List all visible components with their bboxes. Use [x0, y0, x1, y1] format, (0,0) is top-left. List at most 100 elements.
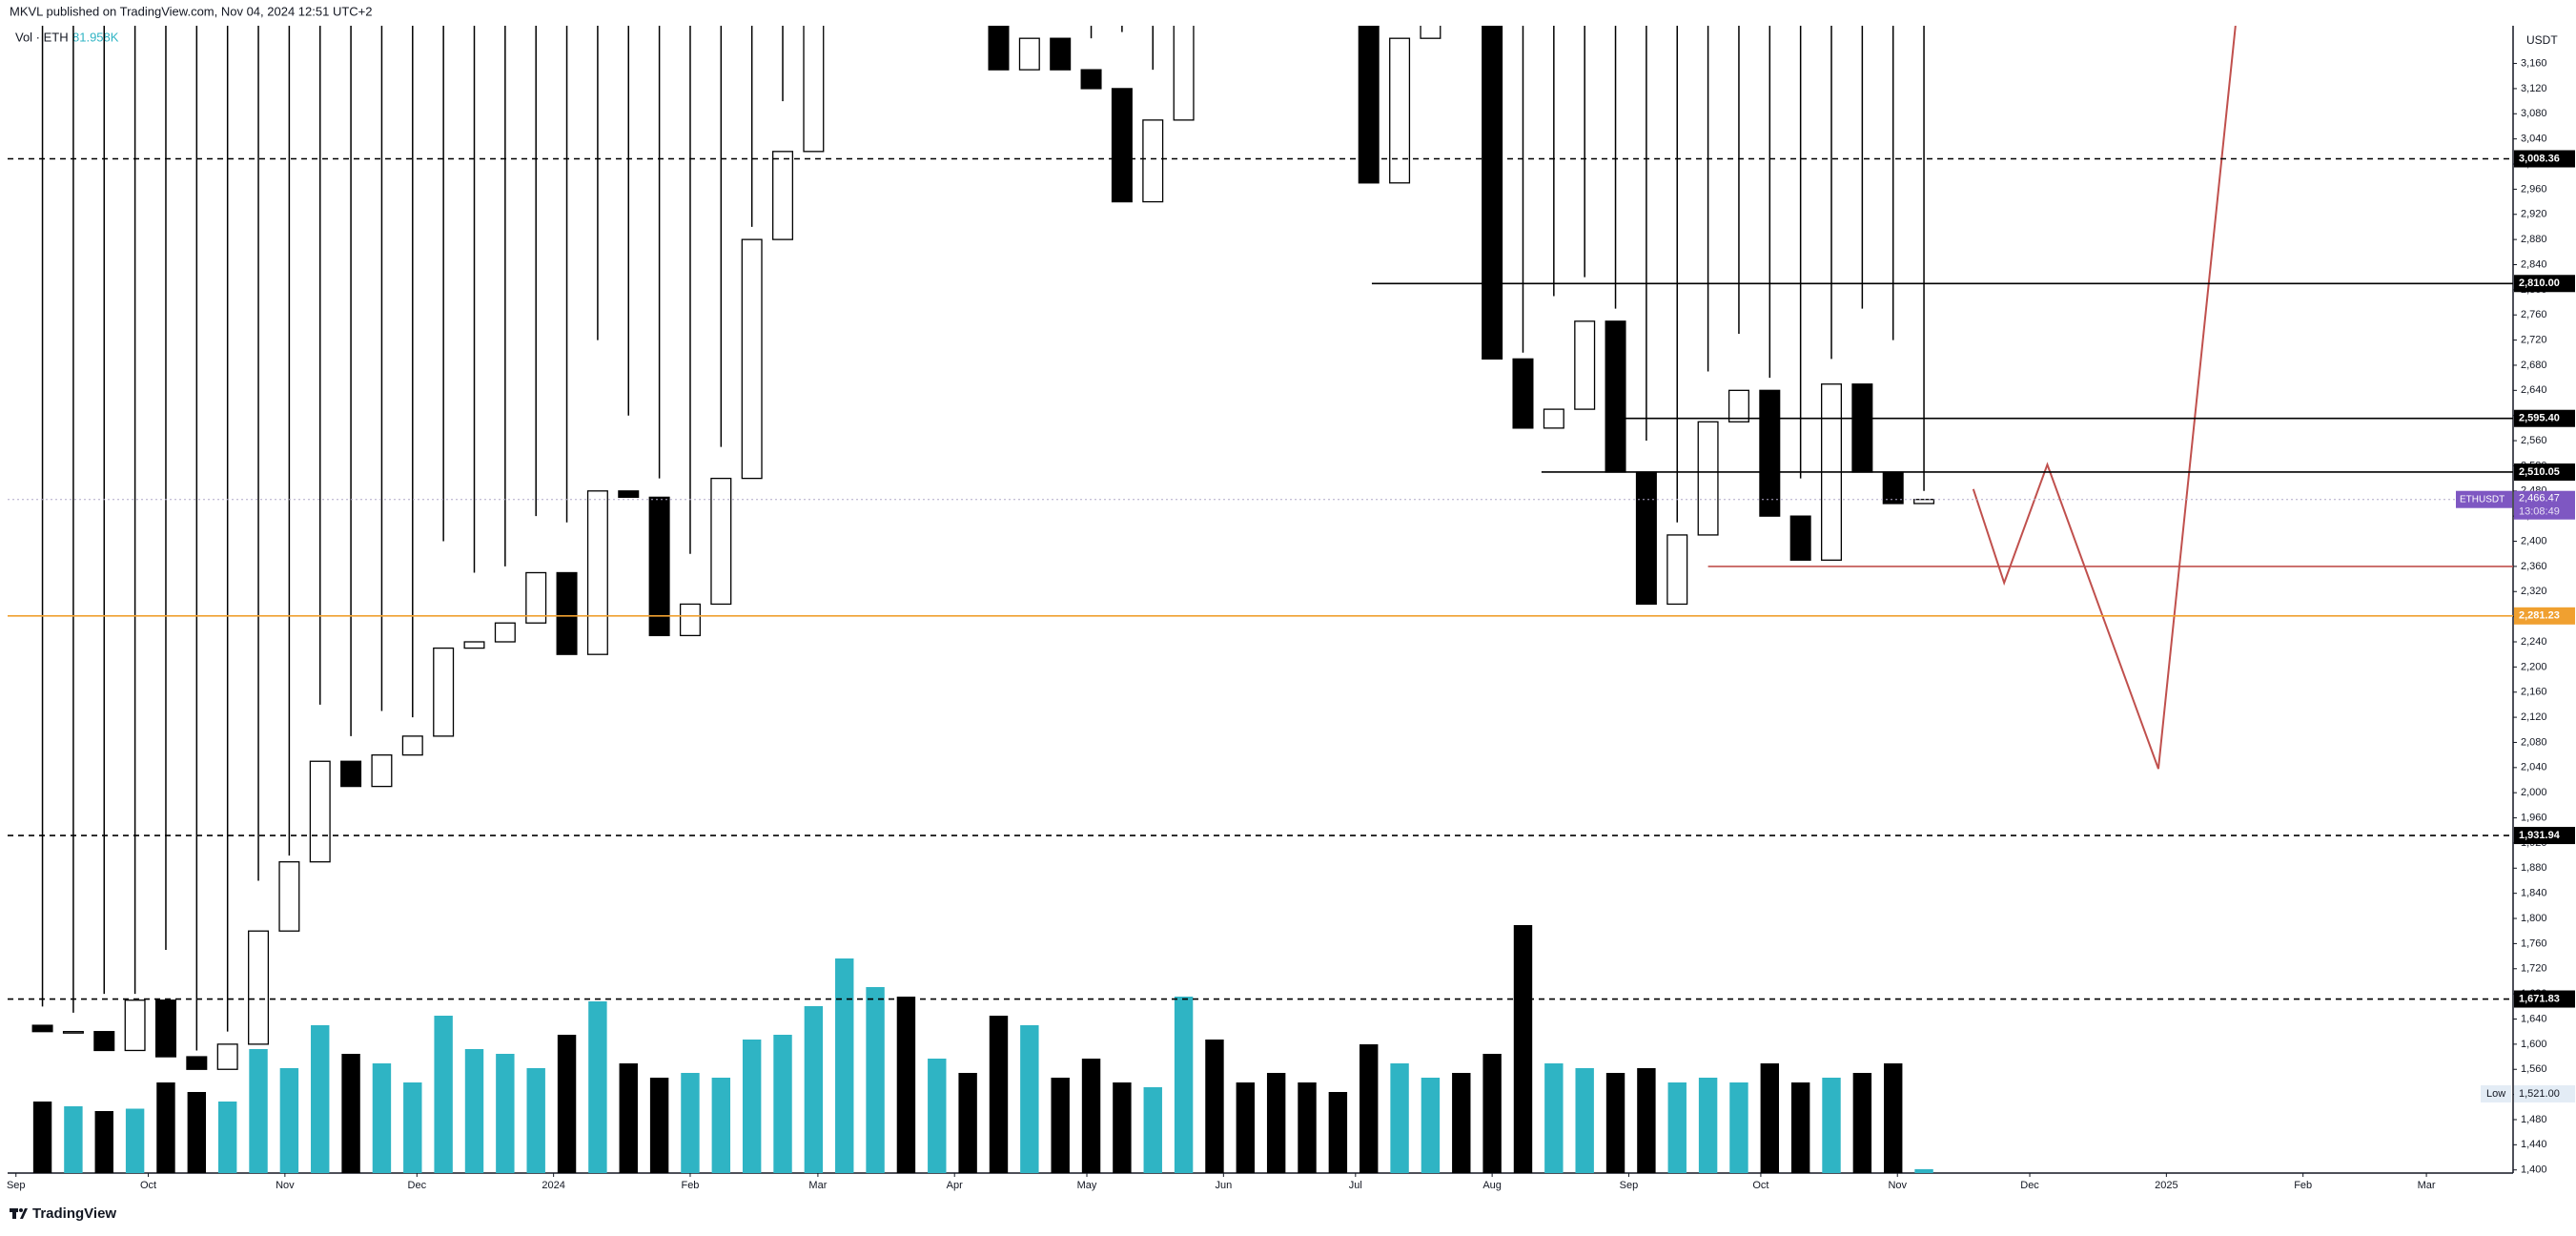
header: MKVL published on TradingView.com, Nov 0…: [10, 4, 372, 18]
candle-body: [433, 647, 455, 737]
candle-body: [679, 603, 701, 637]
volume-bar: [403, 1082, 422, 1173]
volume-bar: [496, 1054, 515, 1173]
volume-bar: [1452, 1073, 1471, 1173]
volume-value: 81.958K: [72, 30, 119, 44]
x-tick-label: 2024: [542, 1180, 564, 1191]
volume-bar: [1390, 1063, 1409, 1173]
currency: USDT: [2526, 33, 2558, 47]
volume-bar: [1236, 1082, 1256, 1173]
volume-bar: [711, 1078, 731, 1173]
candle-body: [586, 490, 608, 655]
volume-bar: [1482, 1054, 1502, 1173]
y-tick-label: 2,760: [2521, 309, 2547, 320]
volume-bar: [958, 1073, 977, 1173]
volume-bar: [64, 1106, 83, 1173]
volume-bar: [557, 1035, 577, 1173]
y-tick-label: 1,480: [2521, 1114, 2547, 1125]
volume-bar: [372, 1063, 392, 1173]
candle-body: [1789, 515, 1811, 561]
volume-bar: [773, 1035, 792, 1173]
symbol-label-bg: [2456, 490, 2512, 508]
y-tick-label: 1,440: [2521, 1139, 2547, 1150]
y-tick-label: 2,560: [2521, 435, 2547, 446]
y-tick-label: 1,960: [2521, 812, 2547, 823]
x-tick-label: May: [1077, 1180, 1097, 1191]
candle-body: [1635, 471, 1657, 606]
low-label: 1,521.00: [2519, 1088, 2560, 1100]
level-label-bg: [2514, 275, 2575, 293]
y-tick-label: 2,680: [2521, 360, 2547, 371]
candle-body: [1543, 408, 1564, 429]
volume-bar: [1266, 1073, 1286, 1173]
low-tag: Low: [2486, 1088, 2505, 1100]
x-tick-label: Jul: [1349, 1180, 1362, 1191]
volume-bar: [1051, 1078, 1070, 1173]
candle-body: [154, 999, 176, 1058]
x-tick-label: Oct: [1752, 1180, 1768, 1191]
candle-body: [1913, 499, 1935, 505]
volume-bar: [681, 1073, 700, 1173]
candle-body: [618, 490, 640, 499]
x-tick-label: Nov: [276, 1180, 295, 1191]
level-label-bg: [2514, 607, 2575, 625]
volume-bar: [1113, 1082, 1132, 1173]
candle-body: [401, 735, 423, 756]
x-tick-label: Aug: [1482, 1180, 1502, 1191]
candle-body: [1018, 37, 1040, 71]
volume-bar: [125, 1108, 145, 1173]
x-tick-label: Apr: [947, 1180, 963, 1191]
last-price-label: 2,466.47: [2519, 493, 2560, 505]
x-tick-label: Feb: [681, 1180, 699, 1191]
candle-body: [1389, 37, 1411, 184]
volume-bar: [896, 997, 916, 1173]
symbol-label: ETHUSDT: [2460, 494, 2504, 505]
y-tick-label: 2,040: [2521, 762, 2547, 773]
volume-bar: [1575, 1068, 1594, 1173]
candle-body: [1512, 358, 1534, 429]
y-tick-label: 2,840: [2521, 258, 2547, 270]
volume-bar: [341, 1054, 360, 1173]
volume-bar: [1605, 1073, 1625, 1173]
y-tick-label: 2,400: [2521, 535, 2547, 546]
volume-bar: [279, 1068, 299, 1173]
candle-body: [1697, 421, 1719, 536]
level-label-bg: [2514, 150, 2575, 168]
x-tick-label: Sep: [1620, 1180, 1639, 1191]
y-tick-label: 2,320: [2521, 586, 2547, 597]
y-tick-label: 2,920: [2521, 209, 2547, 220]
candle-body: [309, 760, 331, 863]
level-label: 2,810.00: [2519, 278, 2560, 289]
volume-bar: [1729, 1082, 1748, 1173]
candle-body: [1728, 389, 1749, 422]
y-tick-label: 3,160: [2521, 57, 2547, 69]
low-tag-bg: [2481, 1084, 2511, 1102]
candle-body: [1050, 37, 1072, 71]
volume-bar: [187, 1092, 207, 1173]
volume-bar: [742, 1040, 762, 1173]
low-label-bg: [2514, 1084, 2575, 1102]
logo: [10, 1208, 28, 1219]
candle-body: [494, 622, 516, 643]
y-tick-label: 1,400: [2521, 1164, 2547, 1176]
candle-body: [988, 26, 1010, 71]
candle-body: [124, 999, 146, 1052]
candle-body: [1080, 69, 1102, 90]
candle-body: [648, 496, 670, 637]
x-tick-label: Mar: [2418, 1180, 2436, 1191]
volume-bar: [1544, 1063, 1564, 1173]
volume-bar: [1360, 1044, 1379, 1173]
x-tick-label: Dec: [2020, 1180, 2039, 1191]
projection-line: [1972, 26, 2237, 770]
countdown-label: 13:08:49: [2519, 506, 2560, 518]
candle-body: [772, 151, 794, 240]
candle-body: [1173, 26, 1195, 121]
volume-bar: [1143, 1087, 1162, 1173]
volume-bar: [835, 958, 854, 1173]
level-label-bg: [2514, 827, 2575, 845]
candle-body: [31, 1024, 53, 1033]
candle-body: [1111, 88, 1133, 203]
volume-bar: [1298, 1082, 1317, 1173]
y-tick-label: 1,760: [2521, 937, 2547, 949]
